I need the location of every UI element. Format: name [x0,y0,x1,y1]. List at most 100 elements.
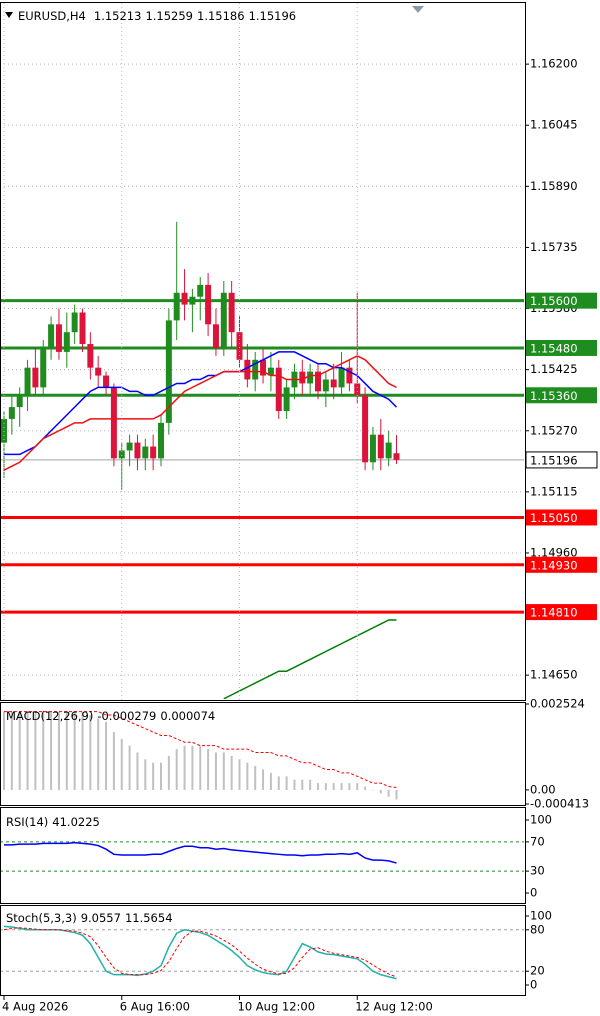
level-label-box [526,387,597,404]
rsi-panel-frame [0,807,526,904]
y-tick-label: 1.14650 [530,668,578,682]
histogram-bar [379,789,382,794]
candle-body [362,395,369,463]
indicator-line [3,925,397,980]
stoch-title: Stoch(5,3,3) [6,911,77,925]
y-tick-label: 100 [530,813,552,827]
rsi-value: 41.0225 [52,815,100,829]
candle-body [393,453,400,460]
candle-body [322,379,329,392]
level-label-box [526,509,597,526]
candle-body [40,347,47,388]
histogram-bar [214,752,217,790]
y-tick-label: 1.14960 [530,545,578,559]
histogram-bar [18,711,21,790]
price-panel-frame [0,2,526,701]
histogram-bar [105,721,108,790]
candle-body [244,359,251,380]
candle-body [16,395,23,408]
plot-layer: 1.162001.160451.158901.157351.155801.154… [1,3,598,1014]
candle-body [71,312,78,333]
candle-body [142,446,149,459]
histogram-bar [324,783,327,790]
histogram-bar [152,762,155,790]
y-tick-label: 70 [530,834,545,848]
histogram-bar [89,715,92,790]
histogram-bar [356,783,359,790]
macd-panel-frame [0,702,526,806]
histogram-bar [387,789,390,797]
last-close: 1.15196 [249,9,297,23]
candle-body [8,407,15,419]
level-label-box [526,292,597,309]
histogram-bar [230,755,233,790]
candle-body [110,387,117,459]
menu-arrow [5,12,13,18]
candle-body [1,418,7,443]
candle-body [189,296,196,305]
candle-body [299,371,306,384]
last-open: 1.15213 [94,9,142,23]
x-tick-label: 10 Aug 12:00 [238,1000,316,1014]
candle-body [150,446,157,459]
candle-body [315,371,321,392]
candle-body [126,442,133,451]
y-tick-label: -0.000413 [530,797,589,811]
candle-body [377,434,384,459]
candle-body [307,371,314,384]
candle-body [267,367,274,376]
histogram-bar [269,772,272,790]
level-label-box [526,556,597,573]
candle-body [103,375,110,388]
candle-body [346,367,353,384]
y-tick-label: 0.002524 [530,697,585,711]
histogram-bar [81,711,84,790]
histogram-bar [144,759,147,790]
candle-body [165,320,172,423]
y-tick-label: 20 [530,964,545,978]
level-label: 1.14930 [530,558,578,572]
histogram-bar [3,711,5,790]
y-tick-label: 0 [530,886,537,900]
candle-body [212,324,219,348]
level-label: 1.15360 [530,389,578,403]
histogram-bar [73,711,76,790]
level-label: 1.15480 [530,341,578,355]
histogram-bar [301,779,304,790]
stoch-header: Stoch(5,3,3) 9.0557 11.5654 [6,911,173,925]
histogram-bar [309,779,312,790]
candle-body [79,312,86,345]
candle-body [220,292,227,348]
histogram-bar [246,762,249,790]
histogram-bar [395,789,398,800]
histogram-bar [207,749,210,790]
level-label: 1.15050 [530,511,578,525]
histogram-bar [222,752,225,790]
candle-body [158,422,164,459]
candle-body [228,292,235,333]
stoch-main-value: 9.0557 [81,911,121,925]
x-tick-label: 12 Aug 12:00 [355,1000,433,1014]
plot-group [1,841,524,872]
level-label: 1.15600 [530,294,578,308]
histogram-bar [317,783,319,790]
histogram-bar [42,711,45,790]
histogram-bar [262,769,265,790]
x-tick-label: 4 Aug 2026 [2,1000,68,1014]
rsi-title: RSI(14) [6,815,48,829]
histogram-bar [120,738,123,790]
indicator-line [223,619,397,699]
candle-body [32,367,39,388]
stoch-signal-value: 11.5654 [125,911,173,925]
x-tick-label: 6 Aug 16:00 [120,1000,190,1014]
plot-group [1,221,524,699]
histogram-bar [65,711,68,790]
macd-value: -0.000279 [97,709,156,723]
candle-body [385,442,392,459]
symbol: EURUSD,H4 [18,9,86,23]
histogram-bar [199,745,202,790]
candle-body [275,367,282,412]
histogram-bar [238,759,241,790]
